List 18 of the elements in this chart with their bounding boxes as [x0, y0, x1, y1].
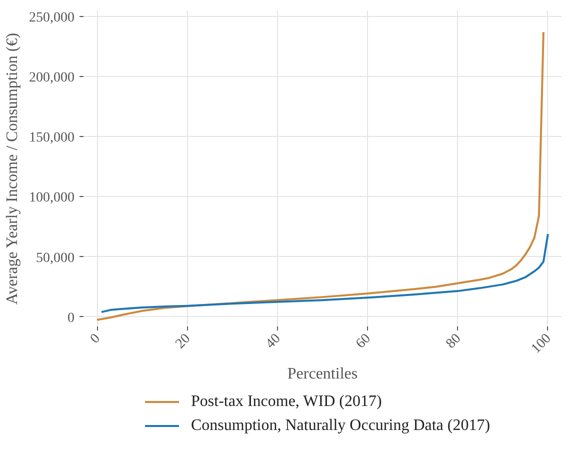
line-series	[100, 232, 549, 314]
y-axis-title: Average Yearly Income / Consumption (€)	[4, 32, 21, 305]
x-tick-label: 20	[173, 331, 194, 352]
y-tick-label: 0	[68, 310, 74, 326]
y-tick-label: 100,000	[29, 190, 74, 206]
x-axis-title: Percentiles	[287, 365, 358, 382]
x-tick-label: 80	[444, 331, 464, 352]
y-tick-label: 50,000	[36, 250, 74, 266]
y-tick-label: 200,000	[29, 70, 74, 86]
x-tick-label: 0	[88, 331, 104, 347]
legend-label: Consumption, Naturally Occuring Data (2017)	[191, 416, 490, 436]
x-tick-label: 60	[353, 331, 374, 352]
y-tick-label: 250,000	[29, 10, 74, 26]
legend-label: Post-tax Income, WID (2017)	[191, 392, 382, 412]
x-tick-label: 100	[528, 331, 554, 357]
y-tick-label: 150,000	[29, 130, 74, 146]
line-series	[96, 31, 544, 321]
x-tick-label: 40	[263, 331, 284, 352]
